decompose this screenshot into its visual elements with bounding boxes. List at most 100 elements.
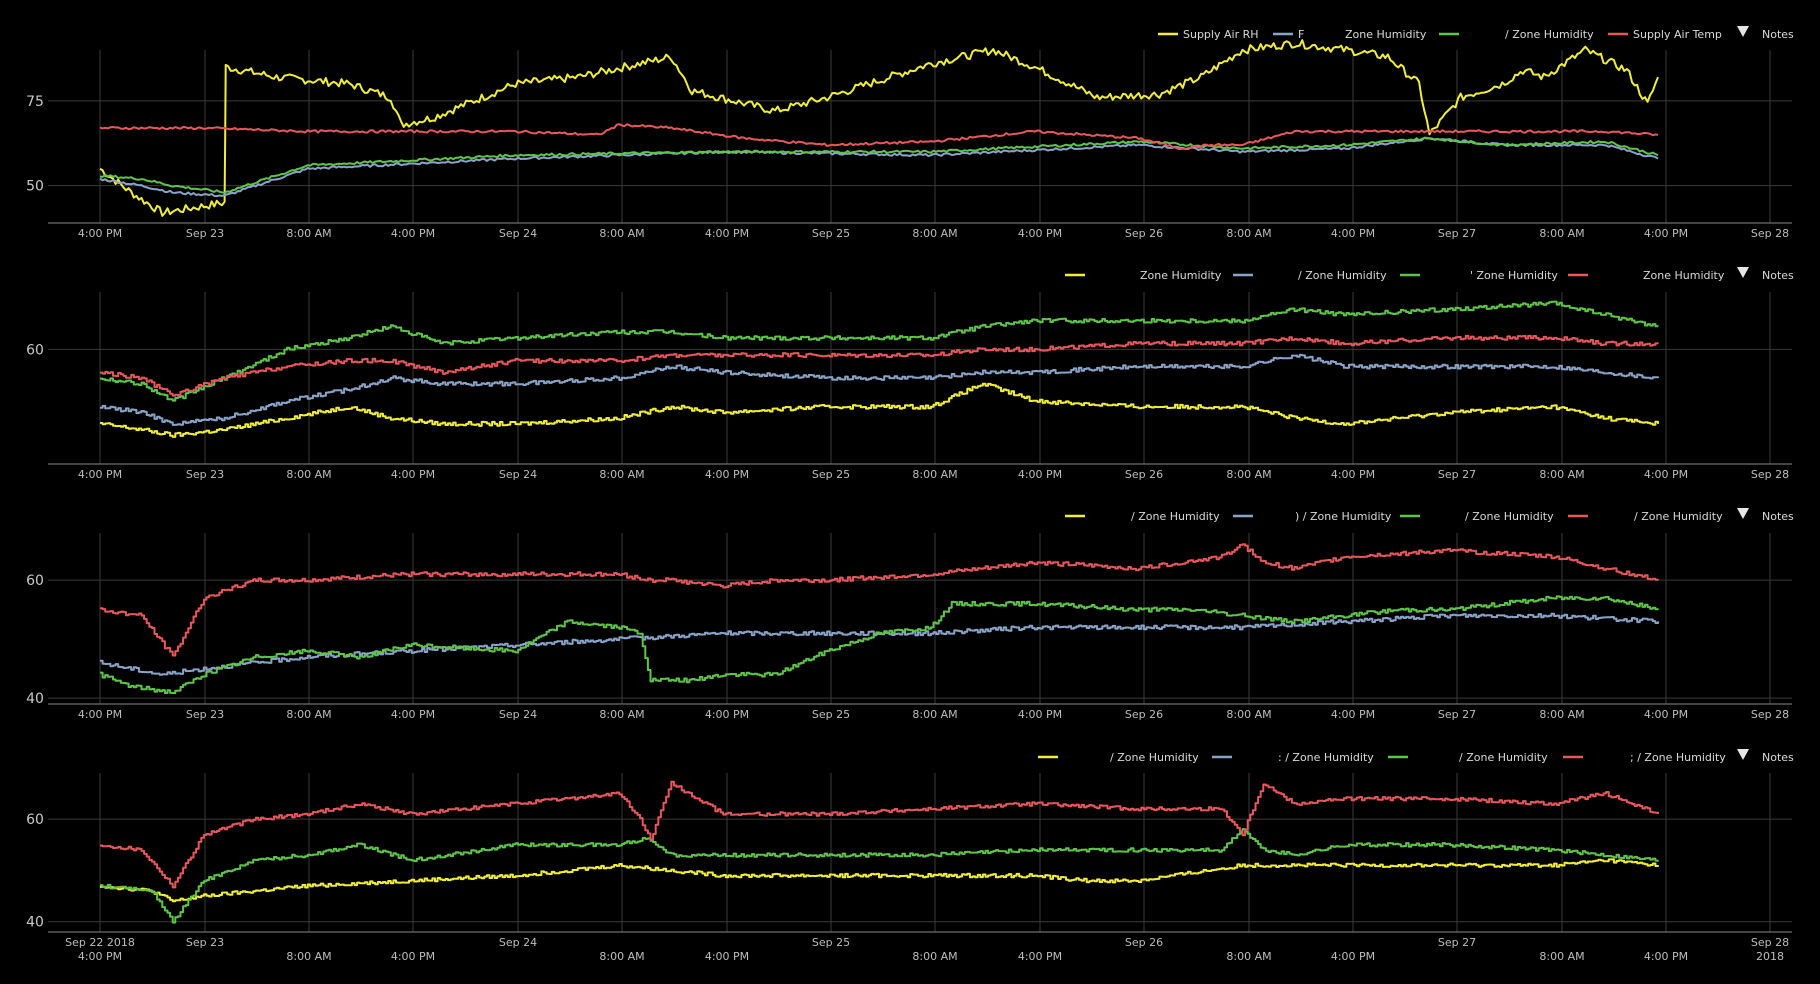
y-tick-label: 40 [26, 691, 44, 707]
x-tick-label: 8:00 AM [286, 227, 331, 240]
legend-label[interactable]: Supply Air Temp [1633, 28, 1722, 41]
notes-label[interactable]: Notes [1762, 510, 1794, 523]
series-line-red [100, 543, 1659, 657]
x-tick-label: 4:00 PM [1331, 227, 1375, 240]
x-tick-label: 4:00 PM [78, 708, 122, 721]
x-tick-label: 8:00 AM [599, 950, 644, 963]
legend-label[interactable]: / Zone Humidity [1459, 751, 1548, 764]
x-tick-label: 4:00 PM [1331, 708, 1375, 721]
x-tick-label: 8:00 AM [912, 950, 957, 963]
legend-label[interactable]: Zone Humidity [1140, 269, 1222, 282]
chart-panel-3: 40 60 4:00 PM Sep 23 8:00 AM 4:00 PM Sep 24 8:0… [26, 508, 1794, 721]
chart-panel-4: 40 60 Sep 22 2018 Sep 23 Sep 24 Sep 25 Sep 26 S… [26, 749, 1794, 963]
notes-triangle-icon[interactable] [1737, 267, 1749, 278]
x-tick-label: Sep 27 [1438, 708, 1476, 721]
legend-label[interactable]: / Zone Humidity [1131, 510, 1220, 523]
y-tick-label: 60 [26, 573, 44, 589]
series-line-blue [99, 136, 1659, 198]
legend-label[interactable]: Zone Humidity [1345, 28, 1427, 41]
x-tick-label: 4:00 PM [705, 950, 749, 963]
x-tick-label: 4:00 PM [1644, 708, 1688, 721]
x-tick-label: Sep 25 [812, 708, 850, 721]
x-tick-label: 8:00 AM [599, 708, 644, 721]
x-tick-label: Sep 26 [1125, 936, 1163, 949]
legend-label[interactable]: Zone Humidity [1643, 269, 1725, 282]
series-line-green [99, 136, 1659, 194]
x-tick-label: 4:00 PM [391, 227, 435, 240]
notes-toggle[interactable]: Notes [1737, 26, 1794, 41]
notes-label[interactable]: Notes [1762, 269, 1794, 282]
x-tick-label: 8:00 AM [286, 708, 331, 721]
x-tick-label: Sep 23 [186, 936, 224, 949]
x-tick-label: Sep 25 [812, 936, 850, 949]
legend-label[interactable]: F [1298, 28, 1304, 41]
x-tick-label: 4:00 PM [78, 950, 122, 963]
x-tick-label: Sep 26 [1125, 468, 1163, 481]
x-tick-label: 4:00 PM [705, 227, 749, 240]
legend-label[interactable]: / Zone Humidity [1465, 510, 1554, 523]
legend: Zone Humidity / Zone Humidity ' Zone Humid… [1065, 267, 1794, 282]
x-tick-label: Sep 24 [499, 708, 537, 721]
x-tick-label: Sep 24 [499, 936, 537, 949]
x-tick-label: 8:00 AM [1226, 950, 1271, 963]
x-tick-label: 4:00 PM [391, 950, 435, 963]
x-tick-label: 8:00 AM [912, 227, 957, 240]
y-tick-label: 60 [26, 812, 44, 828]
legend-label[interactable]: ' Zone Humidity [1470, 269, 1558, 282]
notes-label[interactable]: Notes [1762, 28, 1794, 41]
notes-triangle-icon[interactable] [1737, 749, 1749, 760]
notes-triangle-icon[interactable] [1737, 26, 1749, 37]
legend-label[interactable]: / Zone Humidity [1298, 269, 1387, 282]
x-tick-label: Sep 27 [1438, 468, 1476, 481]
x-tick-label: 4:00 PM [78, 468, 122, 481]
x-tick-label: Sep 25 [812, 227, 850, 240]
legend-label[interactable]: : / Zone Humidity [1278, 751, 1374, 764]
legend: / Zone Humidity : / Zone Humidity / Zone H… [1038, 749, 1794, 764]
x-tick-label: 8:00 AM [286, 468, 331, 481]
notes-label[interactable]: Notes [1762, 751, 1794, 764]
x-tick-label: 4:00 PM [1644, 950, 1688, 963]
series-line-red [99, 123, 1659, 151]
x-tick-label: 8:00 AM [1539, 227, 1584, 240]
x-tick-label: Sep 24 [499, 468, 537, 481]
y-tick-label: 40 [26, 915, 44, 931]
x-tick-label: 8:00 AM [286, 950, 331, 963]
x-tick-label: Sep 26 [1125, 708, 1163, 721]
series-line-green [100, 595, 1659, 695]
chart-panel-1: 50 75 4:00 PM Sep 23 8:00 AM 4:00 PM Sep 24 8:0… [26, 26, 1794, 240]
x-tick-label: 4:00 PM [391, 468, 435, 481]
legend-label[interactable]: / Zone Humidity [1110, 751, 1199, 764]
notes-toggle[interactable]: Notes [1737, 508, 1794, 523]
legend-label[interactable]: / Zone Humidity [1634, 510, 1723, 523]
legend-label[interactable]: ) / Zone Humidity [1295, 510, 1392, 523]
x-tick-label: 8:00 AM [1226, 468, 1271, 481]
x-tick-label: 4:00 PM [1644, 468, 1688, 481]
series-line-green [100, 300, 1659, 402]
series-line-yellow [100, 382, 1659, 438]
series-line-blue [100, 353, 1659, 426]
x-tick-label: 8:00 AM [912, 468, 957, 481]
x-tick-label: 8:00 AM [599, 468, 644, 481]
x-tick-label: 4:00 PM [1018, 468, 1062, 481]
y-tick-label: 75 [26, 94, 44, 110]
x-tick-label: Sep 28 [1751, 708, 1789, 721]
x-tick-label: 8:00 AM [912, 708, 957, 721]
legend: Supply Air RH F Zone Humidity / Zone Humidi… [1158, 26, 1794, 41]
x-tick-label: Sep 28 [1751, 468, 1789, 481]
legend-label[interactable]: Supply Air RH [1183, 28, 1259, 41]
x-tick-label: Sep 28 [1751, 227, 1789, 240]
x-tick-label: Sep 22 2018 [65, 936, 135, 949]
x-tick-label: 4:00 PM [391, 708, 435, 721]
x-tick-label: 8:00 AM [1539, 708, 1584, 721]
x-tick-label: 4:00 PM [1018, 708, 1062, 721]
legend-label[interactable]: ; / Zone Humidity [1630, 751, 1726, 764]
x-tick-label: 8:00 AM [1226, 227, 1271, 240]
legend-label[interactable]: / Zone Humidity [1505, 28, 1594, 41]
notes-triangle-icon[interactable] [1737, 508, 1749, 519]
notes-toggle[interactable]: Notes [1737, 267, 1794, 282]
x-tick-label: 4:00 PM [705, 708, 749, 721]
x-tick-label: 4:00 PM [1018, 227, 1062, 240]
x-tick-label: 8:00 AM [1539, 950, 1584, 963]
notes-toggle[interactable]: Notes [1737, 749, 1794, 764]
